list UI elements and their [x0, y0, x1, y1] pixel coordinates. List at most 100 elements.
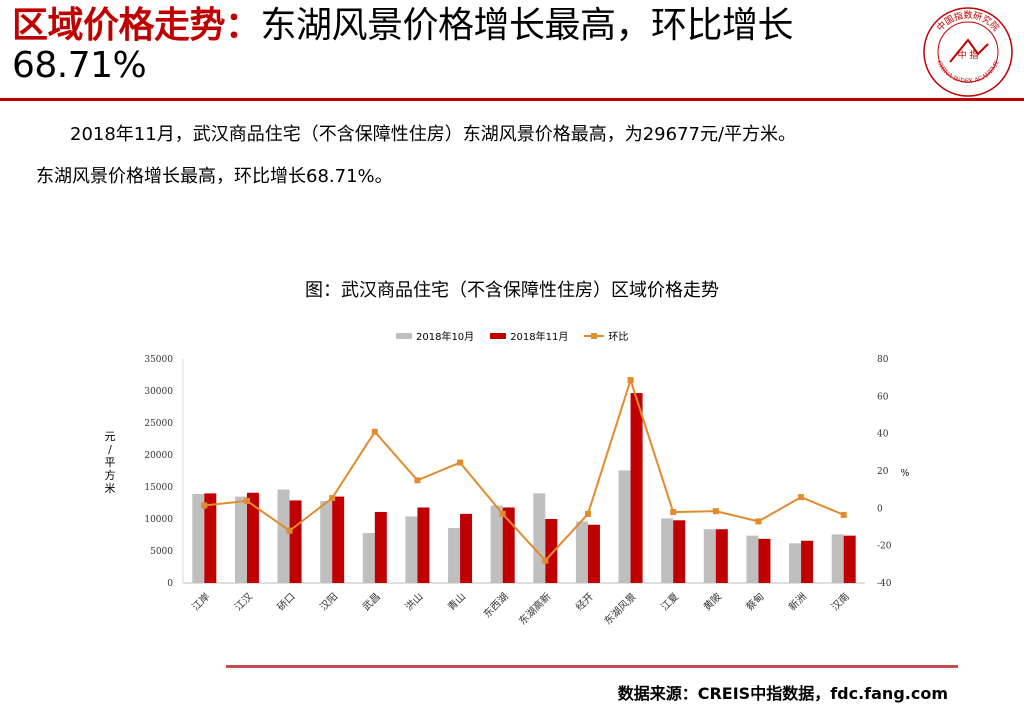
header-divider — [0, 98, 1024, 101]
y-tick-label-right: -20 — [877, 542, 892, 552]
y-axis-label-left-char: 方 — [105, 468, 116, 482]
y-tick-label-left: 10000 — [144, 515, 173, 525]
legend-swatch-mom — [584, 332, 605, 339]
bar-nov-5 — [374, 511, 387, 583]
x-tick-label: 江夏 — [659, 591, 682, 614]
paragraph-growth-summary: 东湖风景价格增长最高，环比增长68.71%。 — [36, 166, 393, 187]
legend-label-oct: 2018年10月 — [416, 332, 475, 343]
y-axis-label-right: % — [901, 469, 910, 479]
bar-nov-10 — [587, 524, 600, 583]
china-index-academy-logo: 中国指数研究院 CHINA INDEX ACADEMY 中 指 — [923, 7, 1013, 97]
bar-nov-7 — [460, 513, 473, 583]
x-tick-label: 东湖风景 — [601, 590, 638, 627]
x-tick-label: 东西湖 — [480, 590, 510, 620]
point-mom-5 — [371, 428, 378, 435]
point-mom-1 — [201, 502, 208, 509]
bar-nov-8 — [502, 507, 515, 583]
x-tick-label: 新洲 — [786, 590, 809, 613]
bar-nov-6 — [417, 507, 430, 583]
y-axis-label-left-char: 元 — [105, 430, 116, 443]
page-title-highlight: 区域价格走势： — [12, 5, 261, 46]
bar-oct-5 — [362, 533, 375, 583]
page-title-rest: 东湖风景价格增长最高，环比增长68.71% — [12, 5, 794, 86]
point-mom-14 — [755, 518, 762, 525]
y-tick-label-left: 5000 — [150, 547, 173, 557]
bar-nov-16 — [843, 535, 856, 583]
y-axis-label-left-char: 米 — [105, 482, 116, 495]
data-source: 数据来源：CREIS中指数据，fdc.fang.com — [617, 684, 948, 703]
legend-item-nov: 2018年11月 — [490, 328, 568, 343]
y-tick-label-left: 0 — [167, 579, 173, 589]
bar-oct-16 — [831, 534, 844, 583]
y-tick-label-right: 0 — [877, 504, 883, 514]
bar-oct-11 — [618, 470, 631, 583]
x-tick-label: 洪山 — [403, 591, 426, 614]
y-tick-label-right: 20 — [877, 467, 889, 477]
y-tick-label-right: -40 — [877, 579, 892, 589]
bar-nov-15 — [801, 540, 814, 583]
chart-caption: 图：武汉商品住宅（不含保障性住房）区域价格走势 — [305, 280, 719, 301]
bar-oct-12 — [661, 518, 674, 583]
bar-oct-2 — [234, 496, 247, 583]
y-tick-label-right: 60 — [877, 392, 889, 402]
bar-nov-3 — [289, 500, 302, 583]
paragraph-price-summary: 2018年11月，武汉商品住宅（不含保障性住房）东湖风景价格最高，为29677元… — [70, 124, 797, 145]
bar-oct-9 — [533, 493, 546, 583]
y-tick-label-left: 25000 — [144, 419, 173, 429]
chart-legend: 2018年10月 2018年11月 环比 — [396, 328, 628, 343]
bar-oct-6 — [405, 516, 418, 583]
y-tick-label-left: 35000 — [144, 355, 173, 365]
logo-center-text: 中 指 — [958, 49, 979, 61]
bar-nov-14 — [758, 538, 771, 583]
point-mom-3 — [286, 527, 293, 534]
legend-swatch-nov — [490, 332, 507, 339]
page-title: 区域价格走势：东湖风景价格增长最高，环比增长68.71% — [12, 6, 912, 86]
x-tick-label: 东湖高新 — [516, 590, 553, 627]
bar-nov-9 — [545, 519, 558, 583]
x-tick-label: 蔡甸 — [743, 590, 766, 613]
bar-nov-12 — [673, 520, 686, 583]
bar-nov-4 — [332, 496, 345, 583]
bar-oct-14 — [746, 535, 759, 583]
bar-oct-8 — [490, 505, 503, 583]
point-mom-15 — [798, 494, 805, 501]
bar-nov-13 — [715, 529, 728, 583]
x-tick-label: 汉阳 — [318, 591, 341, 614]
point-mom-12 — [670, 509, 677, 516]
legend-label-mom: 环比 — [608, 332, 629, 343]
point-mom-7 — [457, 459, 464, 466]
bar-oct-15 — [789, 543, 802, 583]
point-mom-16 — [840, 511, 847, 518]
x-tick-label: 汉南 — [828, 590, 851, 613]
point-mom-6 — [414, 477, 421, 484]
y-tick-label-right: 80 — [877, 355, 889, 365]
y-tick-label-left: 15000 — [144, 483, 173, 493]
line-mom-series — [204, 376, 845, 563]
bar-oct-4 — [320, 501, 333, 583]
y-tick-label-left: 20000 — [144, 451, 173, 461]
x-tick-label: 江岸 — [190, 591, 213, 614]
bar-nov-1 — [204, 493, 217, 583]
x-tick-label: 武昌 — [360, 590, 383, 613]
bar-oct-10 — [575, 521, 588, 583]
point-mom-4 — [329, 495, 336, 502]
legend-item-mom: 环比 — [584, 328, 628, 343]
y-tick-label-left: 30000 — [144, 387, 173, 397]
x-tick-label: 经开 — [573, 590, 596, 613]
point-mom-10 — [584, 510, 591, 517]
bar-oct-7 — [448, 527, 461, 583]
y-axis-label-left-char: 平 — [105, 456, 116, 469]
legend-item-oct: 2018年10月 — [396, 328, 474, 343]
point-mom-8 — [499, 510, 506, 517]
point-mom-2 — [243, 497, 250, 504]
bar-oct-3 — [277, 489, 290, 583]
y-tick-label-right: 40 — [877, 430, 889, 440]
x-tick-label: 青山 — [445, 590, 468, 613]
y-axis-label-left-char: / — [108, 443, 112, 456]
x-tick-label: 黄陂 — [701, 590, 724, 613]
bar-nov-2 — [246, 492, 259, 583]
point-mom-11 — [627, 377, 634, 384]
x-tick-label: 江汉 — [232, 591, 255, 614]
point-mom-13 — [712, 508, 719, 515]
